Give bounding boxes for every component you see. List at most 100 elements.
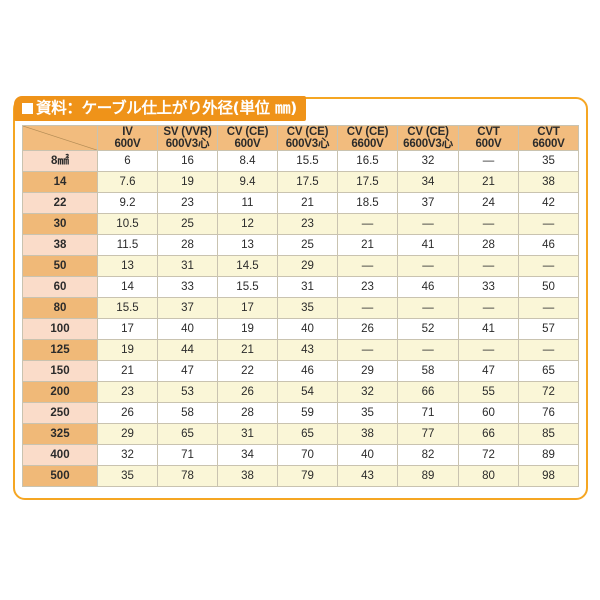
- column-header-3: CV (CE) 600V: [217, 124, 278, 152]
- column-header-line2: 600V: [234, 138, 261, 151]
- data-cell: 76: [518, 402, 579, 425]
- data-cell: 38: [217, 465, 278, 488]
- data-cell: —: [518, 297, 579, 320]
- data-cell: —: [458, 213, 519, 236]
- data-cell: 21: [458, 171, 519, 194]
- data-cell: 89: [397, 465, 459, 488]
- data-cell: 72: [518, 381, 579, 404]
- column-header-line2: 6600V3心: [403, 138, 453, 151]
- column-header-line1: IV: [122, 126, 133, 138]
- data-cell: 15.5: [97, 297, 158, 320]
- data-cell: 40: [277, 318, 338, 341]
- data-cell: 13: [217, 234, 278, 257]
- table-row: 38 11.5 28 13 25 21 41 28 46: [22, 234, 579, 257]
- data-cell: 57: [518, 318, 579, 341]
- data-cell: 59: [277, 402, 338, 425]
- data-cell: 41: [458, 318, 519, 341]
- data-cell: 26: [97, 402, 158, 425]
- table-header-row: IV 600V SV (VVR) 600V3心 CV (CE) 600V CV (CE) 60…: [22, 124, 579, 152]
- data-cell: —: [337, 297, 398, 320]
- data-cell: 71: [397, 402, 459, 425]
- data-cell: 34: [217, 444, 278, 467]
- data-cell: 16: [157, 150, 218, 173]
- data-cell: 28: [157, 234, 218, 257]
- data-cell: 10.5: [97, 213, 158, 236]
- column-header-line1: CV (CE): [286, 126, 329, 138]
- row-label-cell: 150: [22, 360, 98, 383]
- data-cell: 77: [397, 423, 459, 446]
- data-cell: 37: [157, 297, 218, 320]
- data-cell: 21: [337, 234, 398, 257]
- data-cell: 19: [217, 318, 278, 341]
- data-cell: 32: [397, 150, 459, 173]
- column-header-line1: CV (CE): [407, 126, 449, 138]
- data-cell: 31: [157, 255, 218, 278]
- data-cell: 98: [518, 465, 579, 488]
- data-cell: 7.6: [97, 171, 158, 194]
- data-cell: 16.5: [337, 150, 398, 173]
- column-header-5: CV (CE) 6600V: [337, 124, 398, 152]
- square-bullet-icon: [22, 103, 33, 114]
- data-cell: 29: [97, 423, 158, 446]
- table-header: IV 600V SV (VVR) 600V3心 CV (CE) 600V CV (CE) 60…: [22, 124, 579, 152]
- table-row: 8㎟ 6 16 8.4 15.5 16.5 32—35: [22, 150, 579, 173]
- row-label-cell: 60: [22, 276, 98, 299]
- data-cell: —: [397, 339, 459, 362]
- data-cell: —: [518, 255, 579, 278]
- column-header-line1: SV (VVR): [163, 126, 212, 138]
- table-row: 14 7.6 19 9.4 17.5 17.5 34 21 38: [22, 171, 579, 194]
- table-row: 100 17 40 19 40 26 52 41 57: [22, 318, 579, 341]
- data-cell: —: [397, 213, 459, 236]
- data-cell: 65: [157, 423, 218, 446]
- data-cell: 14: [97, 276, 158, 299]
- data-cell: 82: [397, 444, 459, 467]
- table-row: 150 21 47 22 46 29 58 47 65: [22, 360, 579, 383]
- table-corner-cell: [22, 124, 98, 152]
- row-label-cell: 8㎟: [22, 150, 98, 173]
- data-cell: 79: [277, 465, 338, 488]
- table-row: 250 26 58 28 59 35 71 60 76: [22, 402, 579, 425]
- row-label-cell: 325: [22, 423, 98, 446]
- data-cell: 40: [337, 444, 398, 467]
- cable-outer-diameter-table-wrap: IV 600V SV (VVR) 600V3心 CV (CE) 600V CV (CE) 60…: [22, 124, 579, 488]
- column-header-1: IV 600V: [97, 124, 158, 152]
- data-cell: 38: [337, 423, 398, 446]
- data-cell: 41: [397, 234, 459, 257]
- data-cell: 46: [397, 276, 459, 299]
- data-cell: 53: [157, 381, 218, 404]
- data-cell: —: [337, 255, 398, 278]
- column-header-6: CV (CE) 6600V3心: [397, 124, 459, 152]
- data-cell: 21: [277, 192, 338, 215]
- data-cell: 35: [518, 150, 579, 173]
- data-cell: 31: [277, 276, 338, 299]
- table-row: 125 19 44 21 43— — — —: [22, 339, 579, 362]
- table-row: 50 13 31 14.5 29— — — —: [22, 255, 579, 278]
- data-cell: 31: [217, 423, 278, 446]
- data-cell: 26: [337, 318, 398, 341]
- data-cell: 17.5: [337, 171, 398, 194]
- row-label-cell: 500: [22, 465, 98, 488]
- data-cell: 55: [458, 381, 519, 404]
- column-header-line2: 600V3心: [165, 138, 210, 151]
- data-cell: 12: [217, 213, 278, 236]
- row-label-cell: 50: [22, 255, 98, 278]
- data-cell: 35: [97, 465, 158, 488]
- data-cell: —: [458, 150, 519, 173]
- data-cell: —: [458, 297, 519, 320]
- data-cell: 21: [217, 339, 278, 362]
- row-label-cell: 200: [22, 381, 98, 404]
- row-label-cell: 125: [22, 339, 98, 362]
- data-cell: —: [337, 213, 398, 236]
- data-cell: 71: [157, 444, 218, 467]
- data-cell: 14.5: [217, 255, 278, 278]
- table-row: 400 32 71 34 70 40 82 72 89: [22, 444, 579, 467]
- data-cell: 34: [397, 171, 459, 194]
- column-header-line2: 6600V: [532, 138, 565, 151]
- data-cell: 17.5: [277, 171, 338, 194]
- data-cell: 47: [458, 360, 519, 383]
- table-row: 80 15.5 37 17 35— — — —: [22, 297, 579, 320]
- data-cell: 25: [277, 234, 338, 257]
- data-cell: 24: [458, 192, 519, 215]
- data-cell: 15.5: [217, 276, 278, 299]
- column-header-line1: CV (CE): [226, 126, 269, 138]
